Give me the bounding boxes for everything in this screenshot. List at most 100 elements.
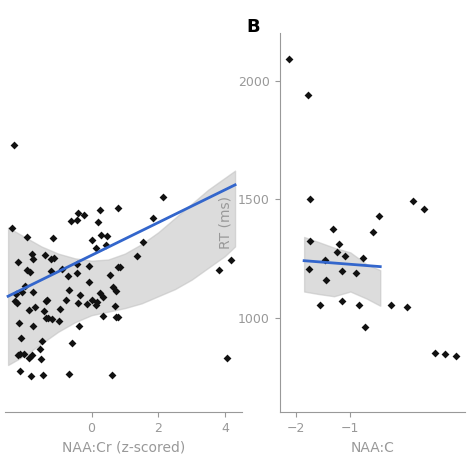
Point — [387, 301, 395, 308]
Text: B: B — [246, 18, 260, 36]
Point — [16, 367, 23, 375]
Point — [322, 276, 330, 283]
Point — [88, 296, 96, 304]
Point — [352, 269, 360, 276]
Point — [442, 350, 449, 358]
Point — [18, 334, 25, 342]
Point — [42, 314, 49, 321]
Point — [111, 302, 118, 310]
Point — [88, 237, 96, 244]
Point — [62, 296, 70, 304]
Point — [67, 217, 75, 225]
Point — [55, 318, 63, 325]
Point — [29, 255, 37, 263]
Point — [108, 371, 115, 379]
Point — [27, 269, 34, 276]
Point — [114, 205, 121, 212]
Point — [44, 296, 51, 303]
Point — [73, 216, 81, 223]
Point — [25, 307, 32, 314]
Point — [74, 209, 82, 217]
Point — [306, 196, 313, 203]
Point — [453, 352, 460, 359]
Point — [375, 212, 383, 220]
Point — [215, 266, 223, 274]
Point — [29, 288, 37, 296]
Point — [106, 271, 114, 278]
Point — [420, 205, 428, 212]
Point — [29, 322, 37, 329]
Point — [41, 428, 49, 436]
Point — [65, 286, 73, 293]
Point — [103, 233, 110, 240]
Point — [329, 226, 337, 233]
Point — [23, 234, 31, 241]
Point — [112, 313, 120, 321]
Point — [40, 308, 47, 315]
Point — [362, 323, 369, 331]
Point — [14, 259, 22, 266]
Point — [13, 291, 20, 298]
Point — [40, 372, 47, 379]
Point — [93, 298, 100, 305]
Point — [334, 248, 341, 255]
Point — [73, 269, 81, 277]
Point — [23, 266, 31, 274]
Point — [31, 303, 38, 311]
Point — [304, 91, 312, 99]
Point — [15, 351, 22, 358]
Point — [431, 349, 438, 357]
Point — [93, 301, 100, 309]
Point — [73, 260, 81, 268]
Point — [13, 299, 20, 306]
Point — [356, 301, 363, 309]
Point — [16, 350, 23, 358]
Point — [109, 283, 117, 291]
Point — [100, 293, 107, 301]
Point — [370, 228, 377, 236]
Point — [86, 262, 93, 270]
Point — [8, 224, 16, 232]
Point — [149, 214, 157, 222]
Point — [44, 315, 52, 322]
Point — [36, 346, 44, 353]
Point — [360, 255, 367, 262]
Point — [74, 299, 82, 306]
Point — [21, 282, 28, 289]
Point — [56, 305, 64, 312]
X-axis label: NAA:Cr (z-scored): NAA:Cr (z-scored) — [62, 441, 185, 455]
Point — [338, 298, 346, 305]
Point — [112, 287, 120, 295]
Point — [92, 244, 100, 252]
Point — [306, 237, 314, 245]
Point — [41, 252, 49, 259]
Point — [25, 355, 32, 362]
Point — [37, 355, 45, 363]
Point — [27, 372, 35, 380]
Point — [409, 198, 417, 205]
Point — [42, 297, 50, 305]
Point — [341, 252, 349, 260]
Point — [404, 303, 411, 311]
Point — [114, 314, 122, 321]
Point — [223, 354, 230, 362]
Point — [103, 242, 110, 249]
Point — [38, 337, 46, 345]
Point — [98, 231, 105, 238]
Point — [317, 301, 324, 309]
Point — [28, 250, 36, 257]
Point — [28, 351, 36, 358]
Point — [48, 315, 55, 323]
Point — [81, 211, 88, 219]
Point — [11, 297, 19, 305]
Point — [227, 255, 235, 263]
X-axis label: NAA:C: NAA:C — [350, 441, 394, 455]
Point — [76, 291, 84, 298]
Point — [83, 300, 91, 307]
Point — [68, 339, 75, 347]
Point — [305, 265, 313, 273]
Point — [58, 265, 65, 273]
Point — [96, 206, 104, 213]
Point — [99, 312, 107, 320]
Point — [85, 279, 93, 286]
